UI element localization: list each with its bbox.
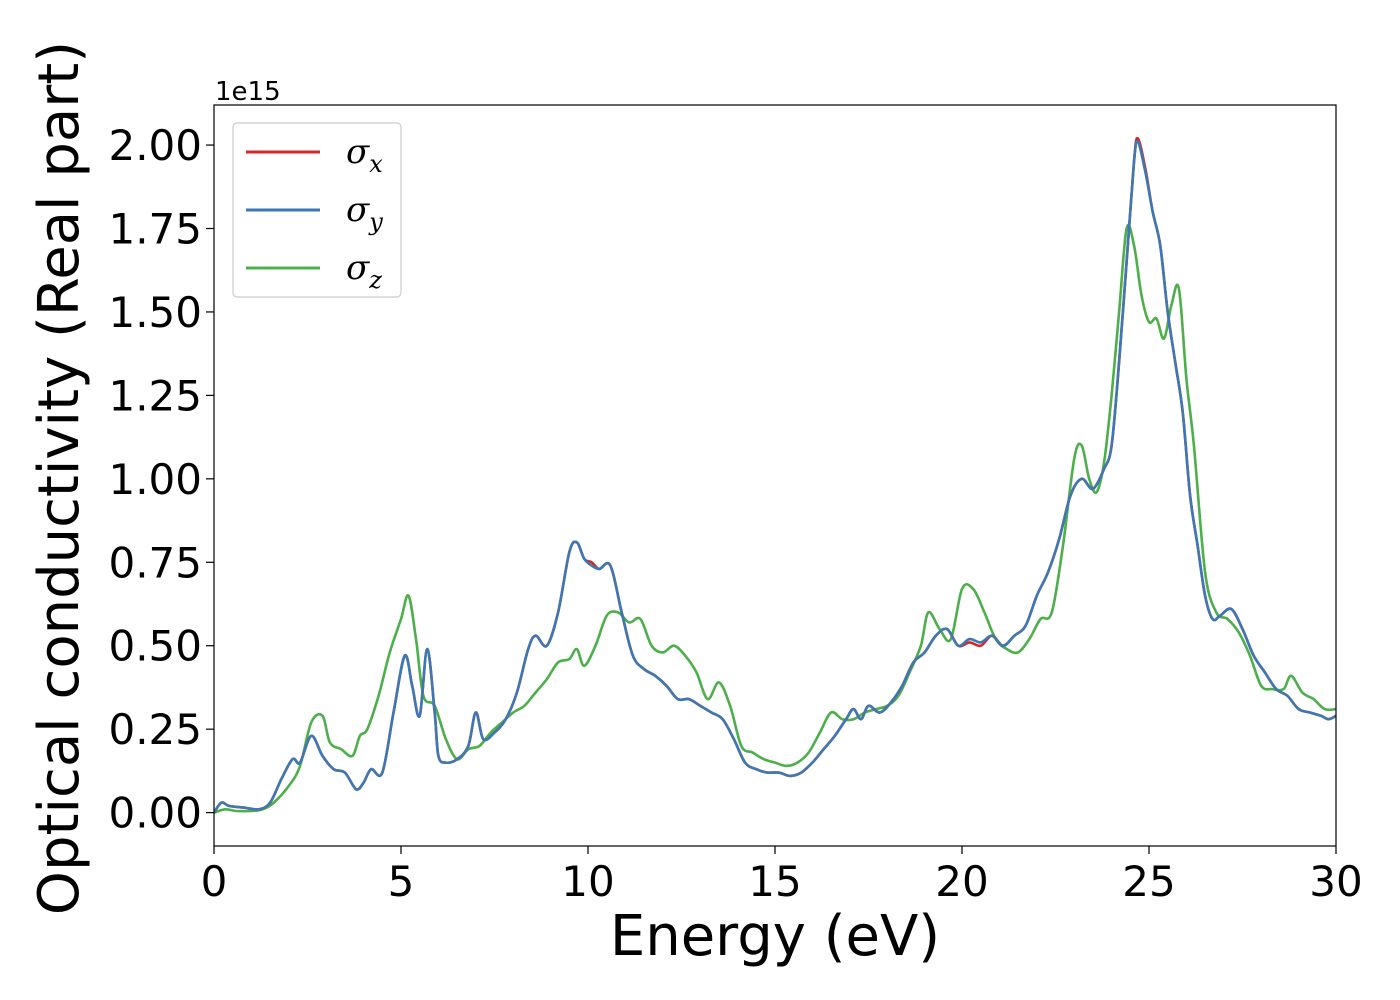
x-tick-label: 30 (1309, 857, 1362, 906)
x-axis-label: Energy (eV) (610, 904, 940, 969)
series-lines (214, 136, 1336, 814)
x-tick-label: 10 (561, 857, 614, 906)
legend-label: σx (346, 132, 383, 178)
y-tick-label: 2.00 (108, 121, 202, 170)
plot-frame (213, 104, 1337, 847)
legend-label: σy (346, 190, 383, 236)
legend-subscript: y (368, 208, 383, 236)
y-axis-label: Optical conductivity (Real part) (27, 41, 92, 915)
x-tick-label: 15 (748, 857, 801, 906)
y-offset-label: 1e15 (215, 77, 281, 107)
y-tick-label: 1.50 (108, 288, 202, 337)
legend-subscript: x (369, 150, 383, 178)
x-tick-label: 20 (935, 857, 988, 906)
legend-symbol: σ (346, 190, 370, 230)
y-axis-ticks: 0.00 0.25 0.50 0.75 1.00 1.25 1.50 1.75 2.00 (108, 121, 214, 838)
y-tick-label: 1.25 (108, 371, 202, 420)
legend-symbol: σ (346, 132, 370, 172)
x-axis-ticks: 0 5 10 15 20 25 30 (201, 846, 1363, 906)
x-tick-label: 25 (1122, 857, 1175, 906)
x-tick-label: 0 (201, 857, 228, 906)
series-line-sigma-z (214, 223, 1336, 814)
y-tick-label: 1.75 (108, 205, 202, 254)
y-tick-label: 0.25 (108, 705, 202, 754)
x-tick-label: 5 (388, 857, 415, 906)
y-tick-label: 0.00 (108, 789, 202, 838)
legend-symbol: σ (346, 248, 370, 288)
y-tick-label: 1.00 (108, 455, 202, 504)
y-tick-label: 0.75 (108, 538, 202, 587)
legend-label: σz (346, 248, 382, 294)
y-tick-label: 0.50 (108, 622, 202, 671)
series-line-sigma-y (214, 139, 1336, 814)
legend-subscript: z (368, 266, 382, 294)
